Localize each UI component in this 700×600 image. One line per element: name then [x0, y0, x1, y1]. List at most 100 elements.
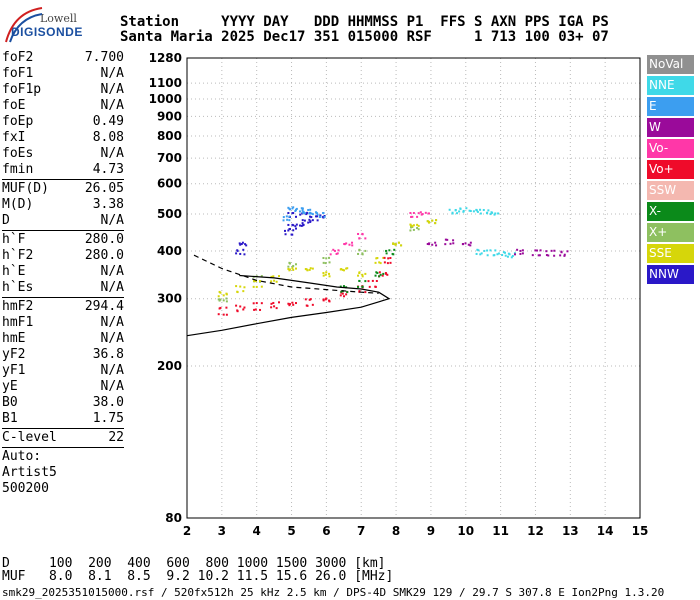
- echo-point-sse: [434, 222, 437, 225]
- echo-point-x-: [294, 263, 297, 266]
- param-separator: [2, 447, 124, 448]
- echo-point-nne: [496, 253, 499, 256]
- echo-point-nnw: [236, 249, 239, 252]
- echo-point-nne: [468, 209, 471, 212]
- echo-point-sse: [309, 267, 312, 270]
- echo-point-sse: [375, 257, 378, 260]
- echo-point-w: [563, 254, 566, 257]
- scaled-parameters-panel: foF2 7.700 foF1 N/A foF1p N/A foE N/A foEp 0.49 fx…: [2, 50, 124, 497]
- echo-point-x-: [219, 298, 222, 301]
- echo-point-vo-: [222, 313, 225, 316]
- param-label: h`F2: [2, 248, 34, 263]
- echo-point-nne: [497, 212, 500, 215]
- echo-point-nnw: [299, 224, 302, 227]
- param-value: 1.75: [92, 411, 124, 426]
- echo-point-sse: [260, 285, 263, 288]
- echo-point-x-: [409, 229, 412, 232]
- echo-point-sse: [253, 279, 256, 282]
- param-value: N/A: [100, 315, 124, 330]
- y-tick-label: 900: [157, 109, 182, 123]
- param-label: foF1p: [2, 82, 42, 97]
- echo-point-x-: [222, 299, 225, 302]
- echo-point-nne: [480, 252, 483, 255]
- echo-point-sse: [364, 272, 367, 275]
- echo-point-nnw: [288, 228, 291, 231]
- echo-point-vo-: [389, 261, 392, 264]
- echo-point-nnw: [303, 219, 306, 222]
- echo-point-w: [537, 254, 540, 257]
- param-row: 500200: [2, 481, 124, 497]
- echo-point-sse: [311, 267, 314, 270]
- echo-point-sse: [357, 274, 360, 277]
- echo-point-x-: [328, 256, 331, 259]
- echo-point-vo-: [381, 274, 384, 277]
- param-row: MUF(D) 26.05: [2, 181, 124, 197]
- echo-point-vo-: [387, 257, 390, 260]
- echo-point-nne: [459, 207, 462, 210]
- echo-point-sse: [294, 267, 297, 270]
- echo-point-sse: [379, 262, 382, 265]
- echo-point-vo-: [324, 298, 327, 301]
- param-value: N/A: [100, 98, 124, 113]
- echo-point-vo-: [375, 280, 378, 283]
- echo-point-vo-: [236, 310, 239, 313]
- echo-point-vo-: [367, 280, 370, 283]
- echo-point-x-: [324, 262, 327, 265]
- echo-point-nnw: [294, 225, 297, 228]
- echo-point-vo-: [304, 298, 307, 301]
- echo-point-w: [545, 254, 548, 257]
- echo-point-sse: [397, 241, 400, 244]
- echo-point-nne: [448, 208, 451, 211]
- param-separator: [2, 230, 124, 231]
- param-label: h`F: [2, 232, 26, 247]
- param-label: B0: [2, 395, 18, 410]
- echo-point-x-: [292, 264, 295, 267]
- echo-point-sse: [259, 280, 262, 283]
- echo-point-vo-: [364, 291, 367, 294]
- echo-point-vo-: [386, 262, 389, 265]
- echo-point-x-: [378, 275, 381, 278]
- echo-point-e: [292, 206, 295, 209]
- echo-point-x-: [328, 261, 331, 264]
- echo-point-vo-: [385, 272, 388, 275]
- echo-point-nne: [472, 210, 475, 213]
- echo-point-nne: [475, 252, 478, 255]
- echo-point-sse: [435, 219, 438, 222]
- param-label: yF2: [2, 347, 26, 362]
- echo-point-x-: [325, 257, 328, 260]
- echo-point-w: [563, 253, 566, 256]
- echo-point-nnw: [307, 221, 310, 224]
- echo-point-nne: [490, 211, 493, 214]
- echo-point-sse: [346, 267, 349, 270]
- y-tick-label: 1100: [149, 76, 182, 90]
- echo-point-w: [444, 243, 447, 246]
- echo-point-vo-: [273, 305, 276, 308]
- echo-point-nnw: [243, 253, 246, 256]
- param-row: yF1 N/A: [2, 363, 124, 379]
- echo-point-nnw: [306, 211, 309, 214]
- digisonde-logo-icon: [5, 7, 43, 43]
- echo-point-vo-: [292, 303, 295, 306]
- param-row: hmF2 294.4: [2, 299, 124, 315]
- echo-point-w: [426, 243, 429, 246]
- echo-point-sse: [410, 224, 413, 227]
- echo-point-nnw: [287, 211, 290, 214]
- param-label: Auto:: [2, 449, 42, 464]
- echo-point-nne: [510, 256, 513, 259]
- echo-point-x-: [260, 275, 263, 278]
- echo-point-nnw: [244, 243, 247, 246]
- param-label: foEs: [2, 146, 34, 161]
- echo-point-vo-: [371, 279, 374, 282]
- echo-point-sse: [324, 273, 327, 276]
- echo-point-sse: [325, 271, 328, 274]
- echo-point-vo-: [386, 273, 389, 276]
- echo-point-x-: [364, 280, 367, 283]
- echo-point-nne: [465, 207, 468, 210]
- param-value: 4.73: [92, 162, 124, 177]
- echo-point-w: [431, 243, 434, 246]
- echo-point-vo-: [272, 301, 275, 304]
- param-label: h`Es: [2, 280, 34, 295]
- echo-point-vo-: [361, 232, 364, 235]
- echo-point-sse: [358, 272, 361, 275]
- echo-point-nnw: [287, 229, 290, 232]
